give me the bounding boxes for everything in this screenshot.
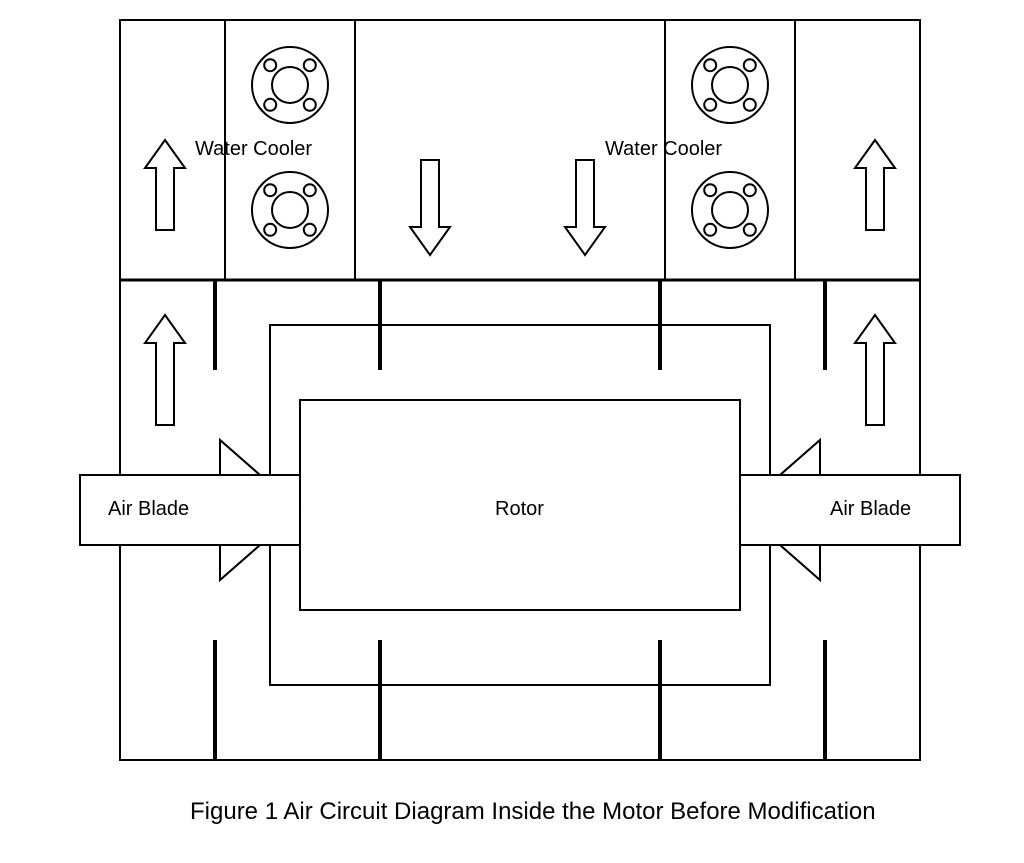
label-rotor: Rotor xyxy=(495,498,544,521)
label-water-cooler-right: Water Cooler xyxy=(605,138,722,161)
diagram-svg xyxy=(0,0,1024,863)
label-water-cooler-left: Water Cooler xyxy=(195,138,312,161)
label-air-blade-right: Air Blade xyxy=(830,498,911,521)
diagram-canvas: Water Cooler Water Cooler Rotor Air Blad… xyxy=(0,0,1024,863)
label-air-blade-left: Air Blade xyxy=(108,498,189,521)
figure-caption: Figure 1 Air Circuit Diagram Inside the … xyxy=(190,798,876,826)
